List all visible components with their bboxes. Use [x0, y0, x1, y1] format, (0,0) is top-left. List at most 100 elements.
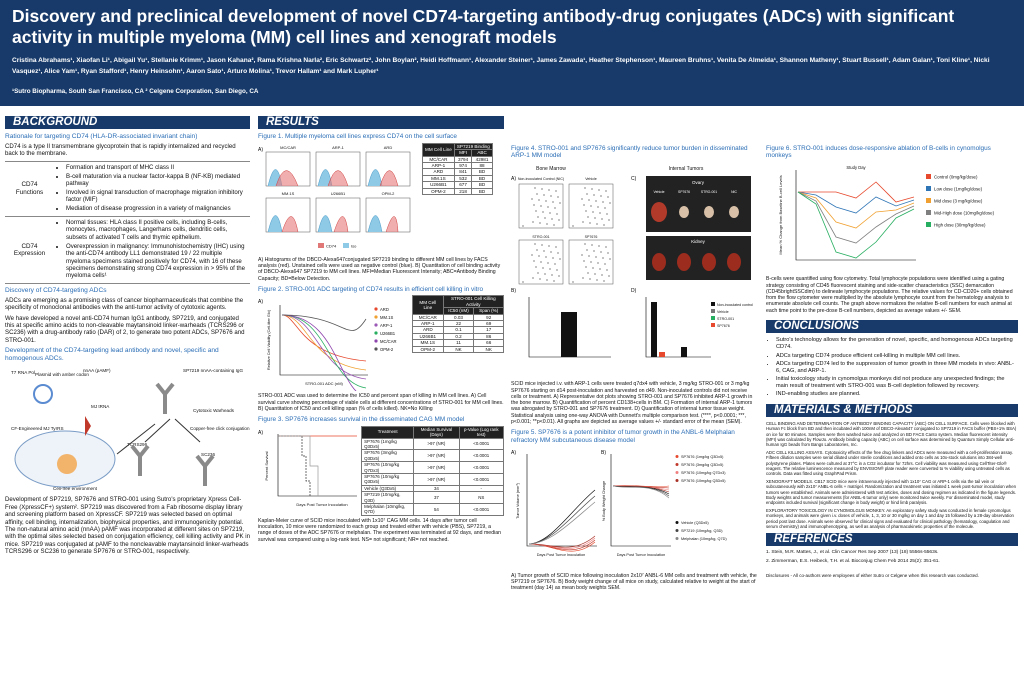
label: Relative Cell Viability (Cell-titer Glo): [267, 310, 271, 371]
panel-letter: A): [511, 450, 516, 456]
table-row: MM.1S 532 BD: [422, 174, 493, 183]
header-row: MM Cell Line SP7219 Binding: [422, 142, 493, 157]
table-row: ARD 841 BD: [422, 168, 493, 176]
event: [606, 213, 608, 215]
figure-title: Figure 1. Multiple myeloma cell lines ex…: [258, 133, 457, 141]
table-row: MC/CAR 3794 42981: [422, 155, 493, 164]
table-row: SP7676 (10mg/kg Q7Dx3) >97 (NR) <0.0001: [361, 461, 505, 474]
legend-dot: [675, 471, 679, 475]
table-cell: 42981: [471, 155, 493, 164]
table-cell: 0.03: [442, 313, 475, 322]
table-row: SP7676 (3mg/kg Q3Dx5) >97 (NR) <0.0001: [361, 449, 505, 463]
iso-peak: [317, 215, 333, 232]
event: [537, 216, 539, 218]
event: [588, 199, 590, 201]
label: SP7219 (10mg/kg, Q3D): [681, 529, 723, 533]
section-heading: BACKGROUND: [5, 116, 250, 130]
b-cell-line: [797, 191, 915, 214]
growth-line: [528, 489, 596, 545]
axes: [277, 433, 358, 497]
event: [535, 266, 537, 268]
disclosure: Disclosures - All co-authors were employ…: [766, 573, 979, 579]
event: [544, 273, 546, 275]
organ: [677, 252, 691, 271]
label: SP7676 (3mg/kg Q3Dx5): [681, 463, 724, 467]
curve: [281, 315, 357, 392]
event: [533, 204, 535, 206]
event: [607, 252, 609, 254]
section-heading: MATERIALS & METHODS: [766, 403, 1018, 418]
legend-swatch: [711, 322, 715, 327]
event: [539, 222, 541, 224]
event: [549, 268, 551, 270]
label: Copper-free click conjugation chemistry: [190, 426, 250, 431]
arrow: [144, 418, 201, 443]
binding-table: MM Cell Line SP7219 Binding MFI ABC MC/CAR 37…: [422, 142, 493, 196]
event: [592, 267, 594, 269]
figure-title: Figure 4. STRO-001 and SP7676 significan…: [511, 145, 748, 160]
label: ARD: [380, 307, 389, 312]
antibody: [195, 454, 215, 486]
organ: [652, 252, 666, 271]
b-cell-line: [797, 191, 915, 244]
paragraph: ADCs are emerging as a promising class o…: [5, 296, 244, 312]
figure-title: Figure 6. STRO-001 induces dose-responsi…: [766, 145, 991, 160]
organ: [702, 252, 716, 271]
affiliations: ¹Sutro Biopharma, South San Francisco, C…: [12, 88, 259, 95]
table-cell: 218: [453, 187, 473, 196]
event: [604, 207, 606, 209]
label: % Body Weight Change: [602, 481, 606, 521]
event: [583, 204, 585, 206]
event: [608, 275, 610, 277]
survival-line: [278, 435, 311, 496]
label: SP7676 (1mg/kg Q3Dx5): [681, 455, 724, 459]
header-cell: ABC: [471, 149, 493, 157]
b-cell-line: [797, 191, 915, 229]
results-column: RESULTS Figure 1. Multiple myeloma cell …: [258, 116, 505, 546]
method-paragraph: ADC CELL KILLING ASSAYS. Cytotoxicity ef…: [766, 450, 1014, 477]
event: [605, 190, 607, 192]
caption: Kaplan-Meier curve of SCID mice inoculat…: [258, 517, 501, 543]
event: [598, 245, 600, 247]
event: [546, 223, 548, 225]
background-column: BACKGROUND Rationale for targeting CD74 …: [5, 116, 271, 559]
table-cell: <0.0001: [458, 472, 505, 486]
label: CD74: [326, 243, 337, 248]
weight-line: [612, 485, 670, 499]
legend-dot: [675, 479, 679, 483]
event: [607, 196, 609, 198]
event: [556, 269, 558, 271]
cd74-peak: [327, 170, 349, 186]
event: [552, 257, 554, 259]
label: Plasmid with amber codon: [35, 372, 89, 377]
label: Bone Marrow: [536, 166, 566, 172]
bullet: Overexpression in malignancy: Immunohist…: [66, 243, 248, 280]
event: [606, 269, 608, 271]
legend-dot: [675, 455, 679, 459]
event: [557, 196, 559, 198]
label: Days Post Tumor Inoculation: [537, 553, 586, 557]
axes: [528, 296, 611, 358]
axes: [279, 305, 368, 376]
event: [551, 218, 553, 220]
table-cell: <0.0001: [458, 449, 505, 463]
header-cell: IC50 (nM): [442, 307, 475, 315]
label: Study Day: [846, 165, 866, 170]
table-row: Melphalan (10mg/kg, Q7D) 54 <0.0001: [361, 502, 505, 516]
table-cell: SP7676 (10mg/kg Q3Dx5): [361, 472, 415, 486]
label: OPM-2: [382, 191, 395, 196]
event: [558, 219, 560, 221]
legend-dot: [374, 347, 378, 352]
table-cell: Melphalan (10mg/kg, Q7D): [361, 502, 415, 516]
event: [591, 188, 593, 190]
label: nnAA (pAMF): [83, 368, 111, 373]
iso-peak: [367, 169, 383, 186]
label: MC/CAR: [280, 145, 296, 150]
b-cell-chart: Control (0mg/kg/dose) Low dose (1mg/kg/do…: [778, 165, 995, 261]
event: [605, 246, 607, 248]
axes: [526, 454, 597, 547]
label: Days Post Tumor Inoculation: [617, 553, 666, 557]
label: SC236: [201, 452, 215, 457]
bullet: Mediation of disease progression in a va…: [66, 205, 248, 212]
event: [596, 223, 598, 225]
